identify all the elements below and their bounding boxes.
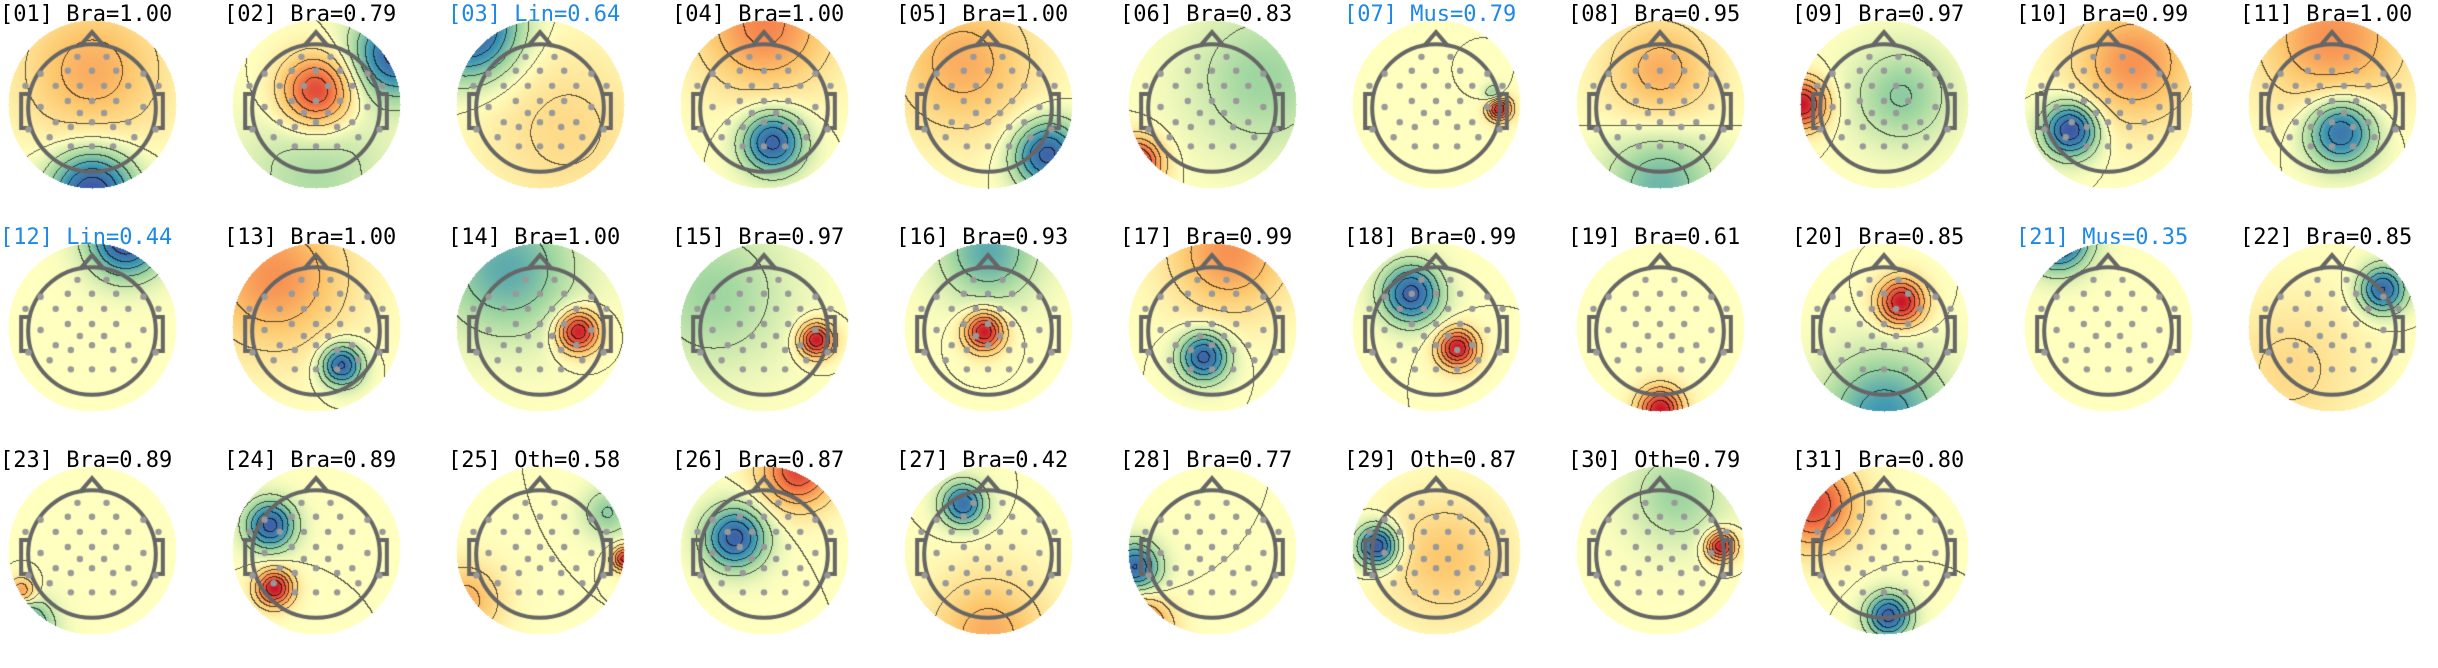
topomap — [230, 241, 402, 413]
component-13: [13] Bra=1.00 — [224, 223, 448, 445]
component-30: [30] Oth=0.79 — [1568, 446, 1792, 668]
component-31: [31] Bra=0.80 — [1792, 446, 2016, 668]
topomap — [1574, 464, 1746, 636]
component-18: [18] Bra=0.99 — [1344, 223, 1568, 445]
component-19: [19] Bra=0.61 — [1568, 223, 1792, 445]
component-2: [02] Bra=0.79 — [224, 0, 448, 222]
topomap — [1574, 18, 1746, 190]
component-29: [29] Oth=0.87 — [1344, 446, 1568, 668]
component-15: [15] Bra=0.97 — [672, 223, 896, 445]
component-3: [03] Lin=0.64 — [448, 0, 672, 222]
component-16: [16] Bra=0.93 — [896, 223, 1120, 445]
component-24: [24] Bra=0.89 — [224, 446, 448, 668]
topomap — [902, 18, 1074, 190]
component-27: [27] Bra=0.42 — [896, 446, 1120, 668]
topomap — [454, 464, 626, 636]
component-28: [28] Bra=0.77 — [1120, 446, 1344, 668]
component-22: [22] Bra=0.85 — [2240, 223, 2438, 445]
component-7: [07] Mus=0.79 — [1344, 0, 1568, 222]
topomap — [6, 18, 178, 190]
topomap — [2246, 18, 2418, 190]
topomap — [1798, 241, 1970, 413]
component-1: [01] Bra=1.00 — [0, 0, 224, 222]
component-11: [11] Bra=1.00 — [2240, 0, 2438, 222]
topomap — [230, 464, 402, 636]
topomap — [2246, 241, 2418, 413]
component-21: [21] Mus=0.35 — [2016, 223, 2240, 445]
component-8: [08] Bra=0.95 — [1568, 0, 1792, 222]
component-14: [14] Bra=1.00 — [448, 223, 672, 445]
topomap — [2022, 18, 2194, 190]
component-17: [17] Bra=0.99 — [1120, 223, 1344, 445]
topomap — [454, 241, 626, 413]
topomap — [1350, 464, 1522, 636]
component-23: [23] Bra=0.89 — [0, 446, 224, 668]
topomap — [454, 18, 626, 190]
topomap — [1350, 241, 1522, 413]
component-10: [10] Bra=0.99 — [2016, 0, 2240, 222]
topomap — [1350, 18, 1522, 190]
topomap — [678, 241, 850, 413]
topomap — [1574, 241, 1746, 413]
component-9: [09] Bra=0.97 — [1792, 0, 2016, 222]
topomap — [1126, 464, 1298, 636]
component-6: [06] Bra=0.83 — [1120, 0, 1344, 222]
topomap — [1798, 464, 1970, 636]
topomap — [678, 18, 850, 190]
component-12: [12] Lin=0.44 — [0, 223, 224, 445]
component-26: [26] Bra=0.87 — [672, 446, 896, 668]
component-25: [25] Oth=0.58 — [448, 446, 672, 668]
topomap — [902, 241, 1074, 413]
component-4: [04] Bra=1.00 — [672, 0, 896, 222]
component-5: [05] Bra=1.00 — [896, 0, 1120, 222]
topomap — [1126, 18, 1298, 190]
topomap — [1798, 18, 1970, 190]
component-20: [20] Bra=0.85 — [1792, 223, 2016, 445]
topomap — [6, 241, 178, 413]
topomap — [1126, 241, 1298, 413]
topomap — [230, 18, 402, 190]
topomap — [6, 464, 178, 636]
topomap — [902, 464, 1074, 636]
topomap — [678, 464, 850, 636]
topomap — [2022, 241, 2194, 413]
